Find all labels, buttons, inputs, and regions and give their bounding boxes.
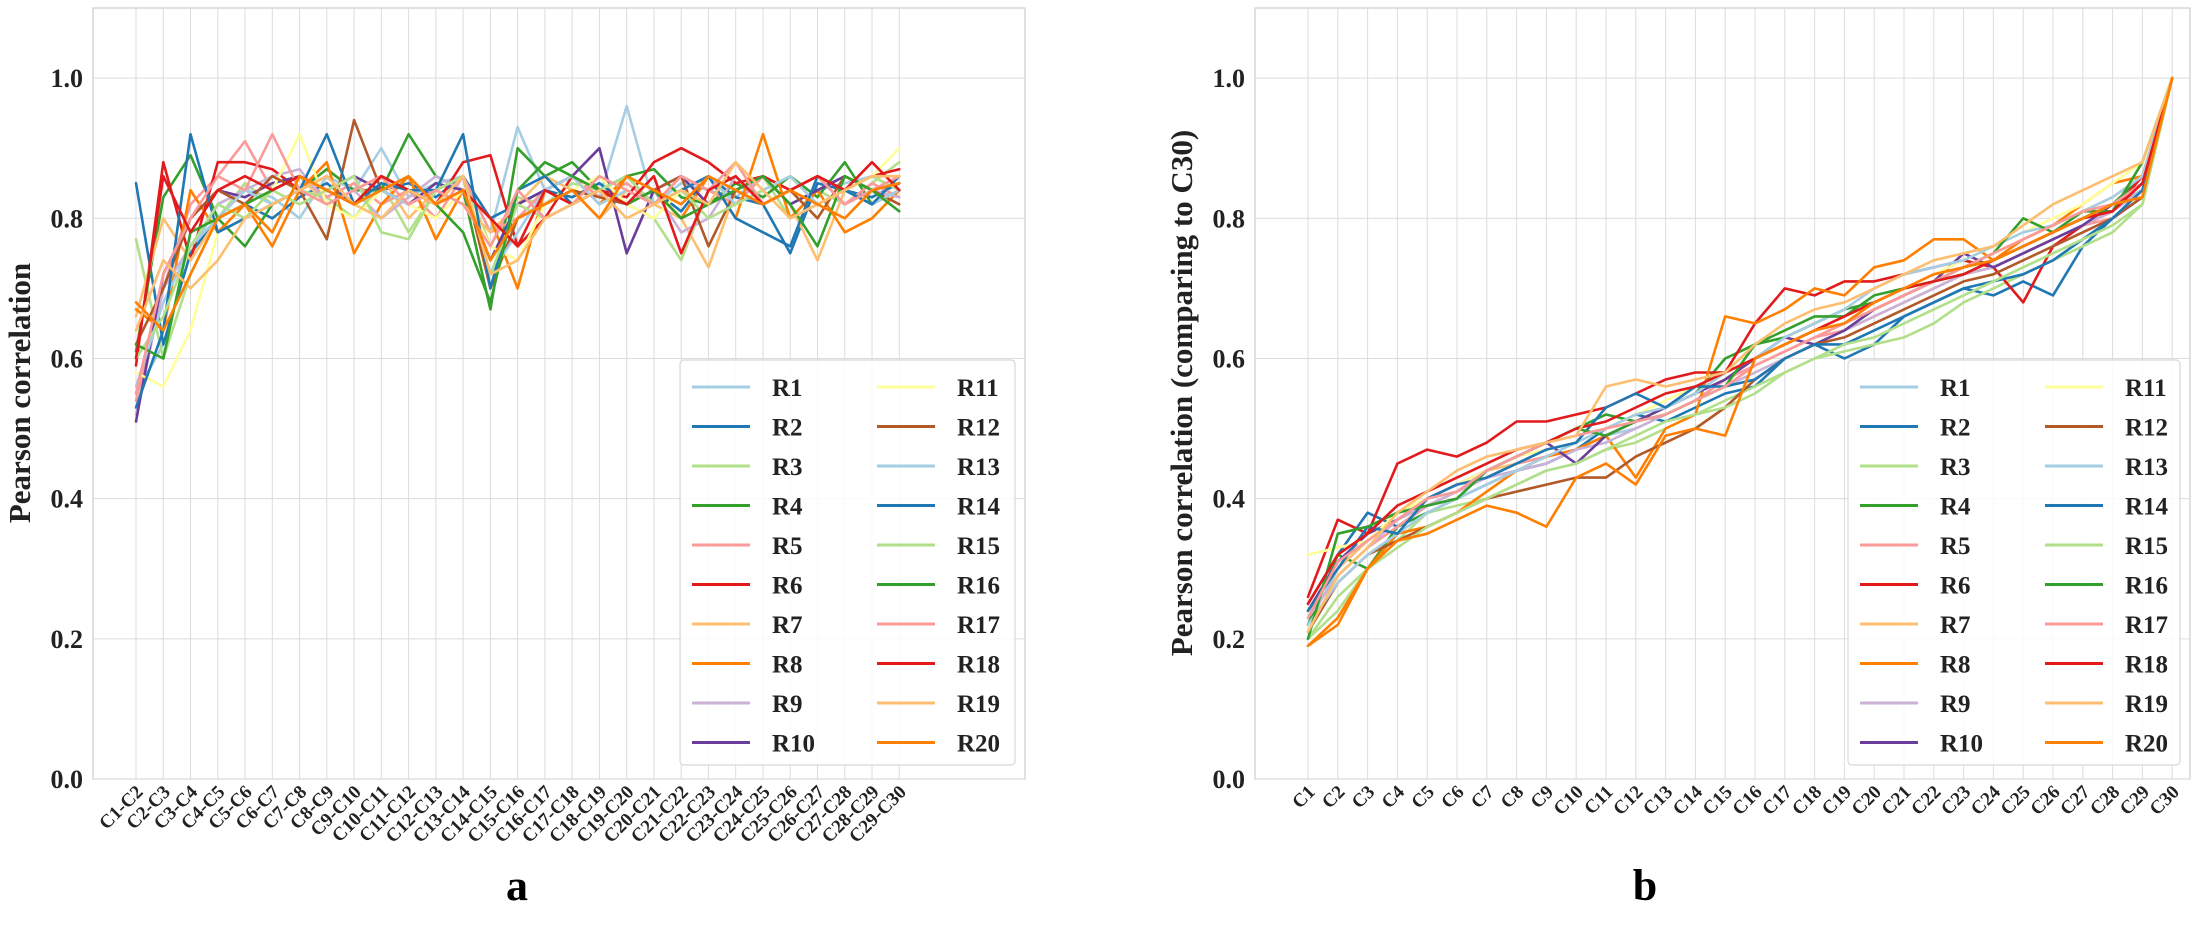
panel-a-legend-label-R15: R15 — [957, 533, 1000, 560]
panel-b-series-R14 — [1306, 76, 2174, 613]
panel-a-legend-label-R17: R17 — [957, 612, 1000, 639]
panel-b-xtick-label: C11 — [1580, 782, 1617, 819]
panel-b-xtick-label: C20 — [1848, 782, 1886, 820]
panel-b-panel-label: b — [1633, 861, 1657, 910]
panel-a-legend-label-R19: R19 — [957, 691, 1000, 718]
panel-b-ytick-label: 0.8 — [1213, 204, 1246, 233]
panel-b-y-axis-label: Pearson correlation (comparing to C30) — [1164, 130, 1199, 656]
panel-b-xtick-label: C7 — [1467, 781, 1499, 813]
panel-a-legend-label-R5: R5 — [772, 533, 803, 560]
panel-b-xtick-label: C3 — [1348, 782, 1379, 813]
panel-b-xtick-label: C29 — [2116, 782, 2154, 820]
panel-b-xtick-label: C24 — [1967, 781, 2005, 819]
panel-b-xtick-label: C15 — [1699, 782, 1737, 820]
panel-b-legend-label-R5: R5 — [1940, 533, 1971, 560]
panel-b-ytick-label: 0.2 — [1213, 625, 1246, 654]
panel-b-legend-label-R4: R4 — [1940, 494, 1971, 521]
panel-a-legend-label-R10: R10 — [772, 731, 815, 758]
panel-b-legend-label-R6: R6 — [1940, 573, 1971, 600]
panel-b-xtick-label: C8 — [1497, 782, 1528, 813]
panel-a-legend-label-R4: R4 — [772, 494, 803, 521]
panel-a-panel-label: a — [506, 861, 528, 910]
panel-b-series-R6 — [1306, 76, 2174, 599]
panel-b-xtick-label: C4 — [1378, 781, 1410, 813]
panel-b-legend-label-R2: R2 — [1940, 415, 1971, 442]
panel-a-legend-label-R11: R11 — [957, 375, 999, 402]
panel-b-xtick-label: C30 — [2146, 782, 2184, 820]
panel-a-legend: R1 R2 R3 R4 R5 R6 R7 R8 R9 R10 R11 R12 R13 R14 R15 R16 R… — [679, 359, 1016, 766]
panel-a-series-R4 — [134, 132, 901, 353]
panel-b-legend-label-R15: R15 — [2125, 533, 2168, 560]
panel-b-xtick-label: C28 — [2086, 782, 2124, 820]
panel-b-xtick-label: C14 — [1669, 781, 1707, 819]
panel-b-legend-label-R9: R9 — [1940, 691, 1971, 718]
panel-a-ytick-label: 0.6 — [51, 344, 84, 373]
panel-b-legend-label-R1: R1 — [1940, 375, 1971, 402]
panel-b-ytick-label: 0.4 — [1213, 485, 1246, 514]
panel-b-xtick-label: C25 — [1997, 782, 2035, 820]
panel-a-legend-label-R20: R20 — [957, 731, 1000, 758]
panel-a-ytick-label: 0.0 — [51, 765, 84, 794]
panel-b-ytick-label: 1.0 — [1213, 64, 1246, 93]
panel-b-legend-label-R13: R13 — [2125, 454, 2168, 481]
panel-b-ytick-label: 0.6 — [1213, 344, 1246, 373]
panel-a-legend-label-R7: R7 — [772, 612, 803, 639]
panel-a-legend-label-R9: R9 — [772, 691, 803, 718]
panel-a-legend-label-R13: R13 — [957, 454, 1000, 481]
panel-b-series-R17 — [1306, 76, 2174, 620]
panel-b-legend-label-R19: R19 — [2125, 691, 2168, 718]
panel-b-xtick-label: C16 — [1729, 782, 1767, 820]
panel-b-legend-label-R17: R17 — [2125, 612, 2168, 639]
panel-b-legend-label-R7: R7 — [1940, 612, 1971, 639]
panel-a-legend-label-R8: R8 — [772, 652, 803, 679]
panel-b-legend: R1 R2 R3 R4 R5 R6 R7 R8 R9 R10 R11 R12 R13 R14 R15 R16 R… — [1847, 359, 2181, 766]
panel-b-series-R20 — [1306, 76, 2174, 648]
panel-a-legend-label-R1: R1 — [772, 375, 803, 402]
panel-b-xtick-label: C19 — [1818, 782, 1856, 820]
panel-b-xtick-label: C6 — [1437, 782, 1468, 813]
panel-b-legend-label-R12: R12 — [2125, 415, 2168, 442]
panel-b-legend-label-R16: R16 — [2125, 573, 2168, 600]
panel-b-series-R19 — [1306, 76, 2174, 634]
panel-a-y-axis-label: Pearson correlation — [2, 263, 37, 523]
panel-b-xtick-label: C17 — [1758, 781, 1796, 819]
panel-a-legend-label-R12: R12 — [957, 415, 1000, 442]
panel-b-xtick-label: C23 — [1937, 782, 1975, 820]
panel-b-xtick-label: C18 — [1788, 782, 1826, 820]
panel-b-xtick-label: C21 — [1878, 782, 1916, 820]
panel-b-legend-label-R14: R14 — [2125, 494, 2169, 521]
panel-b-xtick-label: C10 — [1550, 782, 1588, 820]
panel-b-ytick-label: 0.0 — [1213, 765, 1246, 794]
panel-a-legend-label-R16: R16 — [957, 573, 1000, 600]
panel-b-xtick-label: C5 — [1407, 782, 1438, 813]
panel-b-legend-label-R20: R20 — [2125, 731, 2168, 758]
panel-b-legend-label-R10: R10 — [1940, 731, 1983, 758]
chart-b: 0.00.20.40.60.81.0C1C2C3C4C5C6C7C8C9C10C… — [1164, 7, 2191, 910]
panel-b-xtick-label: C2 — [1318, 782, 1349, 813]
panel-b-xtick-label: C1 — [1288, 782, 1319, 813]
panel-b-legend-label-R3: R3 — [1940, 454, 1971, 481]
panel-b-xtick-label: C26 — [2027, 782, 2065, 820]
panel-a-ytick-label: 1.0 — [51, 64, 84, 93]
panel-a-series-R8 — [134, 132, 901, 332]
panel-b-xtick-label: C27 — [2056, 781, 2094, 819]
panel-b-xtick-label: C12 — [1609, 782, 1647, 820]
panel-a-ytick-label: 0.2 — [51, 625, 84, 654]
panel-b-xtick-label: C22 — [1907, 782, 1945, 820]
panel-a-ytick-label: 0.4 — [51, 485, 84, 514]
panel-a-legend-label-R3: R3 — [772, 454, 803, 481]
panel-b-xtick-label: C13 — [1639, 782, 1677, 820]
panel-b-legend-label-R8: R8 — [1940, 652, 1971, 679]
panel-b-legend-label-R11: R11 — [2125, 375, 2167, 402]
panel-a-legend-label-R14: R14 — [957, 494, 1001, 521]
panel-a-legend-label-R2: R2 — [772, 415, 803, 442]
panel-a-series-R20 — [134, 174, 901, 332]
panel-a-legend-label-R6: R6 — [772, 573, 803, 600]
panel-a-ytick-label: 0.8 — [51, 204, 84, 233]
chart-a: 0.00.20.40.60.81.0C1-C2C2-C3C3-C4C4-C5C5… — [2, 7, 1026, 910]
panel-a-legend-label-R18: R18 — [957, 652, 1000, 679]
panel-b-legend-label-R18: R18 — [2125, 652, 2168, 679]
